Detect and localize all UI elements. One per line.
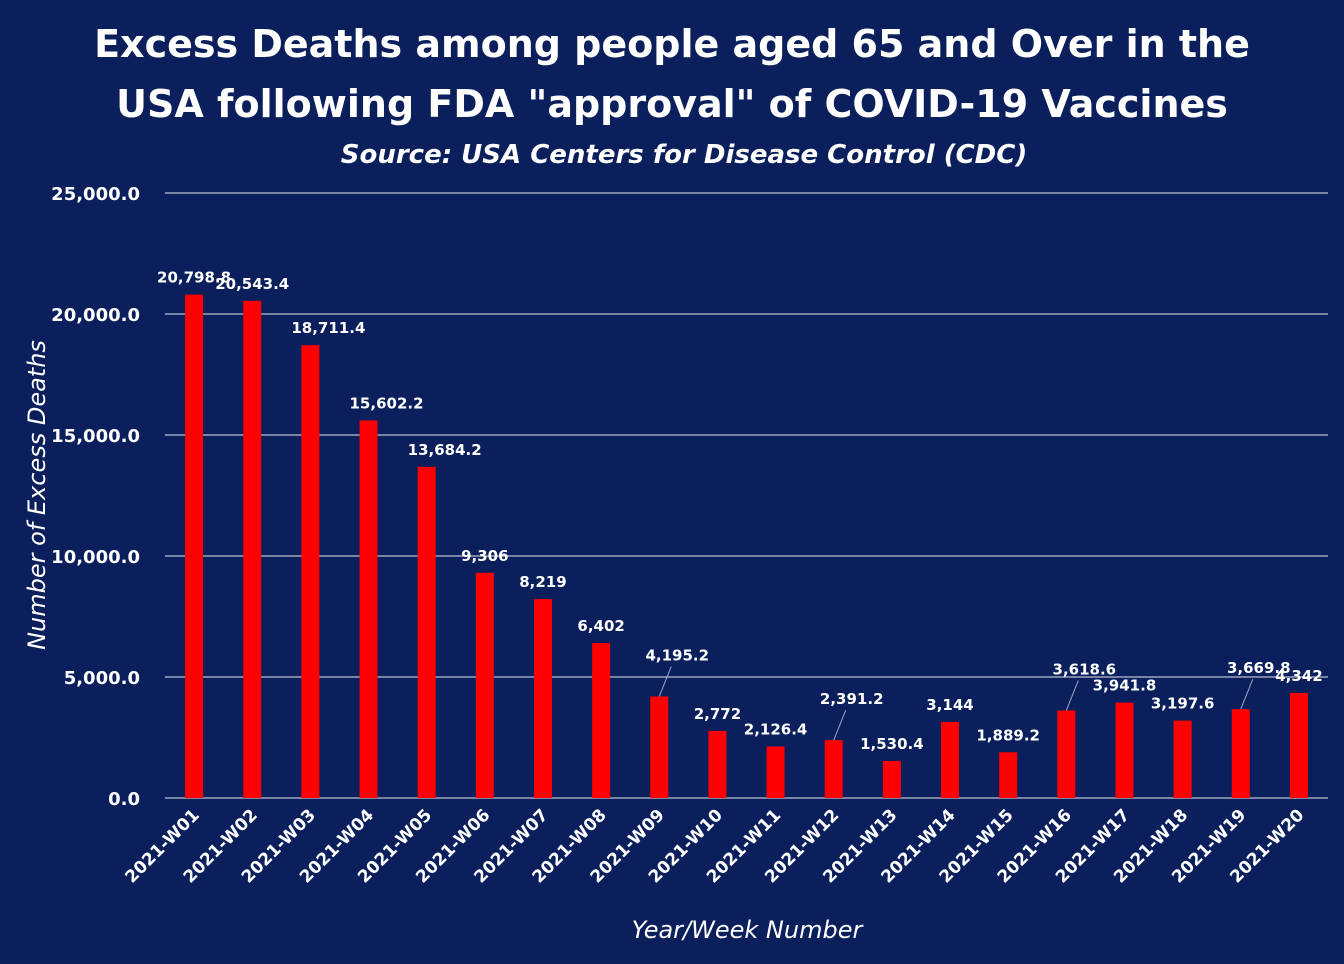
bar (1289, 692, 1308, 798)
bar (1057, 710, 1076, 798)
y-tick-label: 0.0 (108, 789, 140, 810)
chart-title-line-1: Excess Deaths among people aged 65 and O… (94, 22, 1250, 66)
bar (475, 572, 494, 798)
bar (1173, 720, 1192, 798)
bar (650, 696, 669, 798)
bar (592, 643, 611, 798)
data-label: 6,402 (577, 617, 624, 635)
data-label: 18,711.4 (291, 319, 365, 337)
data-label: 1,530.4 (860, 735, 924, 753)
data-label: 20,798.8 (157, 269, 231, 287)
bar (766, 746, 785, 798)
bar (1231, 709, 1250, 798)
bar (243, 300, 262, 798)
data-label: 2,772 (694, 705, 741, 723)
data-label-leader (1065, 680, 1079, 711)
data-label: 3,144 (926, 696, 973, 714)
chart-subtitle: Source: USA Centers for Disease Control … (340, 140, 1028, 170)
y-tick-label: 15,000.0 (51, 426, 140, 447)
y-tick-label: 5,000.0 (64, 668, 140, 689)
bar (708, 730, 727, 798)
bar (301, 345, 320, 798)
data-label: 4,195.2 (645, 646, 709, 664)
data-label: 8,219 (519, 573, 566, 591)
bar (185, 294, 204, 798)
bar (359, 420, 378, 798)
data-label: 9,306 (461, 547, 508, 565)
y-axis-title: Number of Excess Deaths (23, 340, 51, 650)
data-label: 4,342 (1275, 667, 1322, 685)
bar (1115, 702, 1134, 798)
y-tick-label: 25,000.0 (51, 184, 140, 205)
bar (882, 760, 901, 798)
data-label-leader (1240, 679, 1254, 710)
data-label: 20,543.4 (215, 275, 289, 293)
data-label: 1,889.2 (976, 726, 1040, 744)
y-tick-label: 10,000.0 (51, 547, 140, 568)
data-label: 3,618.6 (1053, 660, 1117, 678)
bar (999, 752, 1018, 798)
data-label: 3,941.8 (1093, 677, 1157, 695)
bar (417, 466, 436, 798)
data-label: 15,602.2 (350, 394, 424, 412)
chart-title-line-2: USA following FDA "approval" of COVID-19… (116, 82, 1228, 126)
bar (533, 599, 552, 798)
y-tick-label: 20,000.0 (51, 305, 140, 326)
data-label: 3,197.6 (1151, 695, 1215, 713)
bar (941, 721, 960, 798)
data-label: 2,126.4 (744, 721, 808, 739)
bar (824, 740, 843, 798)
data-label-leader (833, 709, 847, 741)
data-label-leader (658, 666, 672, 697)
data-label: 13,684.2 (408, 441, 482, 459)
data-label: 3,669.8 (1227, 659, 1291, 677)
x-axis-title: Year/Week Number (632, 916, 865, 944)
data-label: 2,391.2 (820, 690, 884, 708)
